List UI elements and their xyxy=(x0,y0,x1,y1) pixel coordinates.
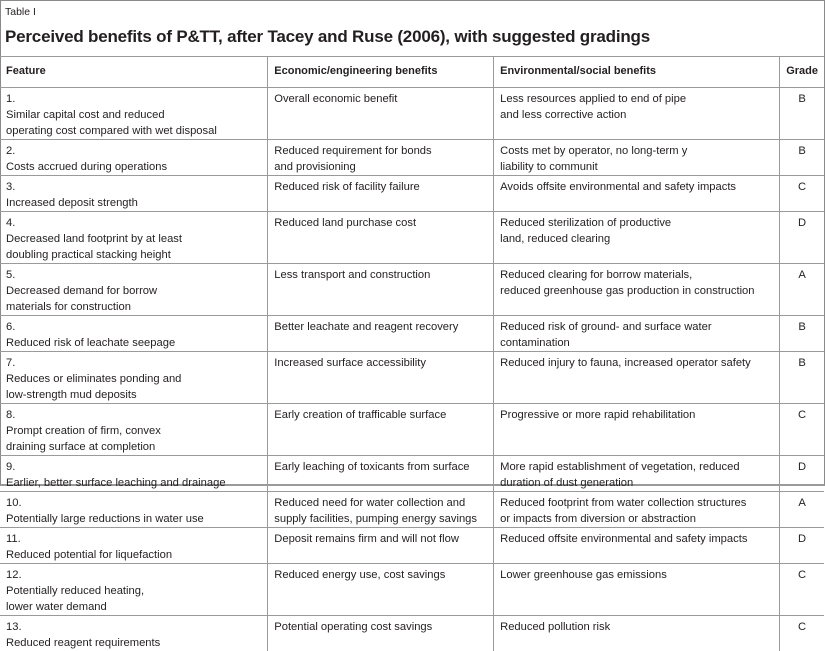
table-row: 1.Similar capital cost and reduced opera… xyxy=(0,88,824,140)
grade-cell: A xyxy=(780,492,824,528)
table-label: Table I xyxy=(5,6,36,18)
row-number: 9. xyxy=(6,459,26,475)
feature-cell: 5.Decreased demand for borrow materials … xyxy=(0,264,268,316)
grade-cell: C xyxy=(780,564,824,616)
table-row: 3.Increased deposit strength Reduced ris… xyxy=(0,176,824,212)
economic-cell: Reduced need for water collection and su… xyxy=(268,492,494,528)
economic-cell: Reduced risk of facility failure xyxy=(268,176,494,212)
feature-cell: 3.Increased deposit strength xyxy=(0,176,268,212)
feature-cell: 7.Reduces or eliminates ponding and low-… xyxy=(0,352,268,404)
header-feature: Feature xyxy=(0,57,268,88)
table-row: 8.Prompt creation of firm, convex draini… xyxy=(0,404,824,456)
grade-cell: A xyxy=(780,264,824,316)
feature-cell: 13.Reduced reagent requirements xyxy=(0,616,268,651)
environmental-cell: Avoids offsite environmental and safety … xyxy=(494,176,780,212)
economic-cell: Reduced requirement for bonds and provis… xyxy=(268,140,494,176)
grade-cell: D xyxy=(780,528,824,564)
feature-text: Reduced risk of leachate seepage xyxy=(6,335,242,351)
table-row: 10.Potentially large reductions in water… xyxy=(0,492,824,528)
table-row: 13.Reduced reagent requirements Potentia… xyxy=(0,616,824,651)
feature-text: Prompt creation of firm, convex draining… xyxy=(6,423,242,455)
environmental-cell: More rapid establishment of vegetation, … xyxy=(494,456,780,492)
grade-cell: C xyxy=(780,616,824,651)
row-number: 13. xyxy=(6,619,26,635)
row-number: 3. xyxy=(6,179,26,195)
environmental-cell: Reduced clearing for borrow materials, r… xyxy=(494,264,780,316)
feature-cell: 2.Costs accrued during operations xyxy=(0,140,268,176)
grade-cell: B xyxy=(780,352,824,404)
row-number: 6. xyxy=(6,319,26,335)
environmental-cell: Reduced risk of ground- and surface wate… xyxy=(494,316,780,352)
feature-cell: 8.Prompt creation of firm, convex draini… xyxy=(0,404,268,456)
feature-text: Costs accrued during operations xyxy=(6,159,242,175)
table-title: Perceived benefits of P&TT, after Tacey … xyxy=(5,27,650,47)
header-economic: Economic/engineering benefits xyxy=(268,57,494,88)
grade-cell: C xyxy=(780,404,824,456)
grade-cell: B xyxy=(780,88,824,140)
feature-cell: 11.Reduced potential for liquefaction xyxy=(0,528,268,564)
feature-cell: 10.Potentially large reductions in water… xyxy=(0,492,268,528)
feature-text: Potentially large reductions in water us… xyxy=(6,511,242,527)
economic-cell: Better leachate and reagent recovery xyxy=(268,316,494,352)
table-row: 11.Reduced potential for liquefaction De… xyxy=(0,528,824,564)
row-number: 10. xyxy=(6,495,26,511)
grade-cell: D xyxy=(780,456,824,492)
header-row: Feature Economic/engineering benefits En… xyxy=(0,57,824,88)
feature-text: Reduced potential for liquefaction xyxy=(6,547,242,563)
row-number: 8. xyxy=(6,407,26,423)
environmental-cell: Costs met by operator, no long-term y li… xyxy=(494,140,780,176)
environmental-cell: Lower greenhouse gas emissions xyxy=(494,564,780,616)
economic-cell: Reduced land purchase cost xyxy=(268,212,494,264)
feature-text: Decreased demand for borrow materials fo… xyxy=(6,283,242,315)
environmental-cell: Reduced sterilization of productive land… xyxy=(494,212,780,264)
row-number: 11. xyxy=(6,531,26,547)
table-row: 6.Reduced risk of leachate seepage Bette… xyxy=(0,316,824,352)
economic-cell: Overall economic benefit xyxy=(268,88,494,140)
feature-cell: 1.Similar capital cost and reduced opera… xyxy=(0,88,268,140)
row-number: 5. xyxy=(6,267,26,283)
economic-cell: Potential operating cost savings xyxy=(268,616,494,651)
grade-cell: B xyxy=(780,140,824,176)
table-row: 9.Earlier, better surface leaching and d… xyxy=(0,456,824,492)
table-row: 12.Potentially reduced heating, lower wa… xyxy=(0,564,824,616)
table-row: 7.Reduces or eliminates ponding and low-… xyxy=(0,352,824,404)
row-number: 4. xyxy=(6,215,26,231)
environmental-cell: Less resources applied to end of pipe an… xyxy=(494,88,780,140)
economic-cell: Early creation of trafficable surface xyxy=(268,404,494,456)
feature-text: Similar capital cost and reduced operati… xyxy=(6,107,242,139)
header-environmental: Environmental/social benefits xyxy=(494,57,780,88)
feature-text: Earlier, better surface leaching and dra… xyxy=(6,475,242,491)
grade-cell: D xyxy=(780,212,824,264)
feature-cell: 6.Reduced risk of leachate seepage xyxy=(0,316,268,352)
table-row: 5.Decreased demand for borrow materials … xyxy=(0,264,824,316)
grade-cell: C xyxy=(780,176,824,212)
environmental-cell: Reduced offsite environmental and safety… xyxy=(494,528,780,564)
feature-text: Increased deposit strength xyxy=(6,195,242,211)
feature-text: Reduced reagent requirements xyxy=(6,635,242,651)
benefits-table: Feature Economic/engineering benefits En… xyxy=(0,56,824,651)
row-number: 2. xyxy=(6,143,26,159)
table-row: 4.Decreased land footprint by at least d… xyxy=(0,212,824,264)
economic-cell: Less transport and construction xyxy=(268,264,494,316)
economic-cell: Deposit remains firm and will not flow xyxy=(268,528,494,564)
feature-cell: 12.Potentially reduced heating, lower wa… xyxy=(0,564,268,616)
environmental-cell: Reduced injury to fauna, increased opera… xyxy=(494,352,780,404)
grade-cell: B xyxy=(780,316,824,352)
feature-text: Decreased land footprint by at least dou… xyxy=(6,231,242,263)
economic-cell: Increased surface accessibility xyxy=(268,352,494,404)
header-grade: Grade xyxy=(780,57,824,88)
feature-cell: 9.Earlier, better surface leaching and d… xyxy=(0,456,268,492)
environmental-cell: Progressive or more rapid rehabilitation xyxy=(494,404,780,456)
feature-text: Reduces or eliminates ponding and low-st… xyxy=(6,371,242,403)
environmental-cell: Reduced footprint from water collection … xyxy=(494,492,780,528)
row-number: 12. xyxy=(6,567,26,583)
table-row: 2.Costs accrued during operations Reduce… xyxy=(0,140,824,176)
feature-text: Potentially reduced heating, lower water… xyxy=(6,583,242,615)
economic-cell: Reduced energy use, cost savings xyxy=(268,564,494,616)
row-number: 7. xyxy=(6,355,26,371)
environmental-cell: Reduced pollution risk xyxy=(494,616,780,651)
economic-cell: Early leaching of toxicants from surface xyxy=(268,456,494,492)
feature-cell: 4.Decreased land footprint by at least d… xyxy=(0,212,268,264)
row-number: 1. xyxy=(6,91,26,107)
